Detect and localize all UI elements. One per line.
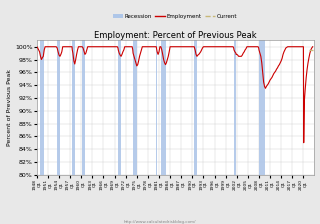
Bar [133,40,137,175]
Bar [194,40,197,175]
Bar [57,40,60,175]
Y-axis label: Percent of Previous Peak: Percent of Previous Peak [7,69,12,146]
Bar [161,40,166,175]
Bar [82,40,85,175]
Title: Employment: Percent of Previous Peak: Employment: Percent of Previous Peak [94,30,257,40]
Bar [72,40,75,175]
Bar [234,40,236,175]
Bar [118,40,121,175]
Bar [156,40,157,175]
Text: http://www.calculatedriskblog.com/: http://www.calculatedriskblog.com/ [124,220,196,224]
Legend: Recession, Employment, Current: Recession, Employment, Current [113,13,237,19]
Bar [40,40,44,175]
Bar [259,40,265,175]
